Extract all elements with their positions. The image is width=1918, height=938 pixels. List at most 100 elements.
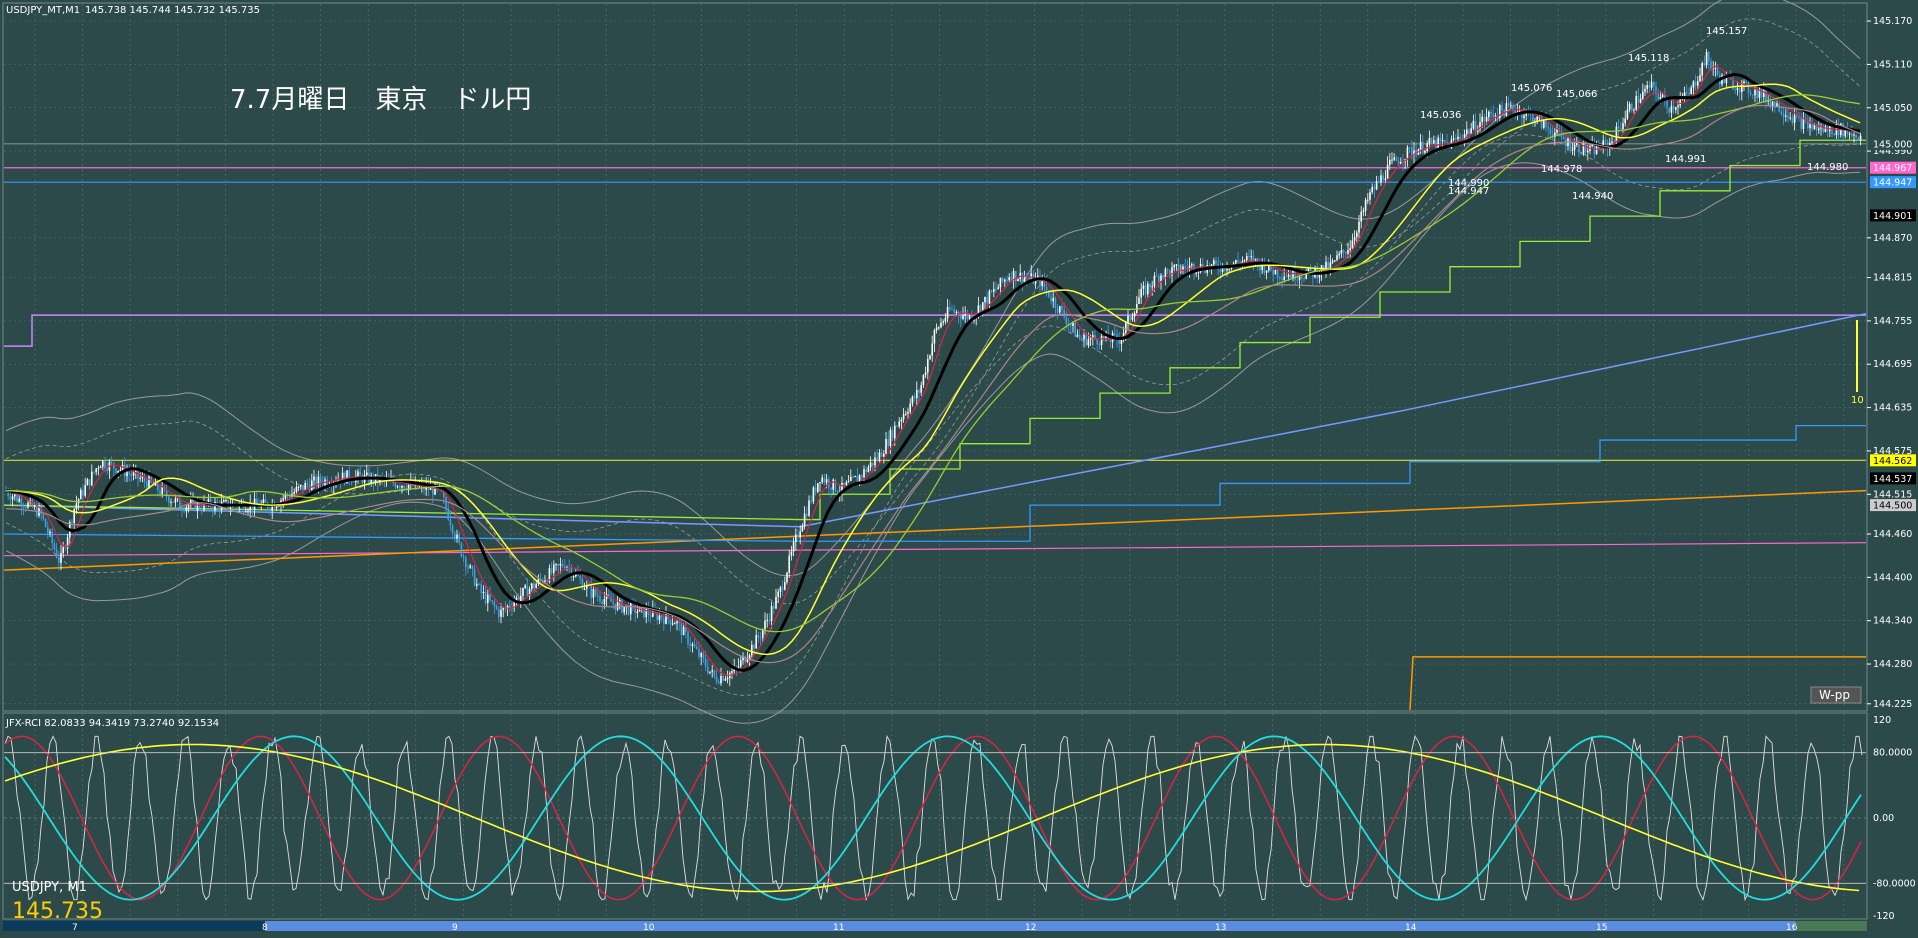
time-scroll-right[interactable]	[1795, 921, 1867, 931]
candle-body	[603, 599, 606, 604]
level-lines	[3, 139, 1867, 711]
price-tag-bg	[1870, 176, 1916, 189]
candle-body	[786, 572, 788, 583]
peak-label: 145.066	[1556, 89, 1597, 100]
candle-body	[564, 566, 566, 569]
candle-body	[1338, 253, 1340, 256]
candle-body	[1752, 94, 1754, 96]
candle-body	[1677, 105, 1679, 108]
candle-body	[1774, 101, 1776, 107]
candle-body	[834, 479, 837, 492]
candle-body	[616, 601, 619, 610]
candle-body	[1846, 128, 1849, 134]
candle-body	[207, 499, 210, 504]
candle-body	[1360, 211, 1362, 222]
peak-label: 145.076	[1511, 83, 1552, 94]
candle-body	[1635, 95, 1637, 110]
candle-body	[1045, 287, 1048, 291]
candle-body	[1716, 67, 1719, 75]
candle-body	[18, 498, 20, 502]
candle-body	[515, 597, 518, 603]
candle-body	[1439, 137, 1442, 142]
candle-body	[1318, 274, 1321, 278]
candle-body	[777, 591, 779, 597]
candle-body	[161, 486, 163, 495]
price-tag-label: 144.901	[1873, 211, 1912, 222]
candle-body	[872, 462, 874, 466]
candle-body	[1307, 267, 1310, 273]
candle-body	[1008, 277, 1010, 281]
candle-body	[150, 476, 152, 482]
candle-body	[1371, 187, 1373, 193]
candle-body	[660, 615, 663, 619]
candle-body	[1237, 260, 1239, 263]
candle-body	[407, 484, 410, 490]
candle-body	[1054, 298, 1057, 308]
candle-body	[1226, 269, 1228, 271]
candle-body	[801, 525, 804, 532]
candle-body	[1246, 256, 1248, 261]
candle-body	[1400, 162, 1402, 165]
candle-body	[900, 419, 903, 422]
candle-body	[1364, 199, 1367, 211]
candle-body	[1263, 262, 1266, 273]
candle-body	[478, 583, 480, 585]
candle-body	[619, 600, 621, 602]
candle-body	[1769, 100, 1772, 107]
peak-labels: 145.157 145.118 145.076 145.066 145.036 144.9…	[1420, 26, 1848, 202]
candle-body	[1490, 111, 1492, 114]
candle-body	[528, 588, 531, 597]
candle-body	[1723, 75, 1725, 84]
candle-body	[876, 457, 878, 460]
candle-body	[581, 578, 584, 590]
candle-body	[16, 494, 18, 502]
candle-body	[1039, 275, 1041, 287]
candle-body	[1358, 221, 1360, 233]
candle-body	[1131, 316, 1134, 320]
candle-body	[394, 482, 397, 488]
candle-body	[1576, 143, 1578, 145]
candle-body	[1065, 317, 1068, 325]
candle-body	[256, 498, 258, 505]
candle-body	[1092, 335, 1094, 338]
candle-body	[130, 473, 133, 476]
candle-body	[1727, 77, 1730, 79]
candle-body	[1699, 75, 1701, 82]
bottom-symbol: USDJPY, M1	[12, 880, 87, 895]
candle-body	[1833, 133, 1835, 136]
candle-body	[229, 507, 232, 509]
candle-body	[115, 468, 117, 473]
candle-body	[751, 644, 753, 656]
candle-body	[869, 462, 872, 468]
candle-body	[73, 508, 75, 524]
candle-body	[1081, 338, 1083, 340]
candle-body	[157, 481, 159, 491]
candle-body	[247, 510, 249, 512]
candle-body	[1195, 272, 1197, 274]
candle-body	[537, 578, 540, 584]
indicator-axis-label: -120	[1873, 911, 1895, 922]
candle-body	[517, 597, 520, 602]
w-pp-box[interactable]	[1810, 686, 1862, 704]
indicator-panel[interactable]	[2, 712, 1868, 920]
candle-body	[300, 485, 302, 487]
candle-body	[62, 547, 64, 553]
candle-body	[1094, 335, 1096, 340]
time-scroll-left[interactable]	[3, 921, 265, 931]
candle-body	[1096, 339, 1098, 345]
candle-body	[867, 467, 870, 472]
candle-body	[531, 583, 533, 589]
candle-body	[797, 534, 799, 538]
candle-body	[1573, 144, 1576, 150]
candle-body	[856, 476, 859, 482]
candle-body	[894, 425, 896, 439]
time-scroll-mid[interactable]	[265, 921, 1795, 931]
candle-body	[548, 568, 551, 582]
candle-body	[1103, 336, 1105, 339]
candle-body	[1144, 285, 1147, 295]
candle-body	[225, 500, 227, 502]
candle-body	[1584, 142, 1587, 153]
candle-body	[810, 500, 812, 502]
candle-body	[9, 495, 12, 500]
